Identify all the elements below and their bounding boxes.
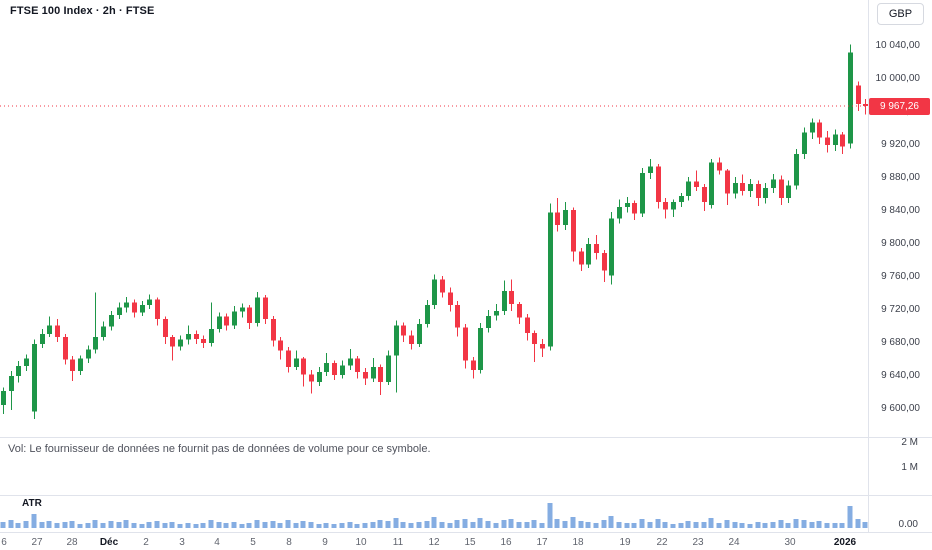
price-axis-label: 9 720,00 [881,304,920,315]
price-axis-label: 10 040,00 [875,40,921,51]
atr-label: ATR [22,498,42,509]
time-axis-label: 17 [536,537,548,548]
price-axis-label: 9 840,00 [881,205,920,216]
price-axis-label: 9 760,00 [881,271,920,282]
time-axis-label: 12 [428,537,440,548]
time-axis-label: 11 [392,537,404,548]
time-axis-label: 3 [179,537,185,548]
volume-axis-label-2m: 2 M [901,437,918,448]
time-axis-label: 24 [728,537,740,548]
currency-button[interactable]: GBP [877,3,924,25]
atr-histogram[interactable] [0,495,868,532]
price-axis-label: 9 920,00 [881,139,920,150]
time-axis-label: 8 [286,537,292,548]
price-axis-label: 9 680,00 [881,337,920,348]
time-axis-label: 10 [355,537,367,548]
time-axis-label: 15 [464,537,476,548]
volume-axis-label-1m: 1 M [901,462,918,473]
time-axis-border [0,532,932,533]
time-axis-label: 22 [656,537,668,548]
price-axis-label: 9 640,00 [881,370,920,381]
price-axis-label: 9 600,00 [881,403,920,414]
pane-divider-volume[interactable] [0,437,932,438]
symbol-title: FTSE 100 Index · 2h · FTSE [10,5,155,17]
time-axis-label: 18 [572,537,584,548]
time-axis-label: 4 [214,537,220,548]
last-price-badge: 9 967,26 [869,98,930,115]
time-axis-label: 2026 [833,537,857,548]
time-axis-label: 9 [322,537,328,548]
time-axis-label: 5 [250,537,256,548]
time-axis-label: Déc [99,537,119,548]
time-axis-label: 19 [619,537,631,548]
time-axis-label: 6 [1,537,7,548]
atr-axis-label-zero: 0.00 [898,519,918,530]
candlestick-chart[interactable] [0,0,868,437]
time-axis-label: 27 [31,537,43,548]
price-axis-border [868,0,869,532]
time-axis-label: 30 [784,537,796,548]
price-axis-label: 9 800,00 [881,238,920,249]
pane-divider-atr[interactable] [0,495,932,496]
price-axis-label: 9 880,00 [881,172,920,183]
volume-unavailable-message: Vol: Le fournisseur de données ne fourni… [8,443,431,455]
time-axis-label: 16 [500,537,512,548]
time-axis-label: 28 [66,537,78,548]
time-axis-label: 2 [143,537,149,548]
time-axis-label: 23 [692,537,704,548]
price-axis-label: 10 000,00 [875,73,921,84]
